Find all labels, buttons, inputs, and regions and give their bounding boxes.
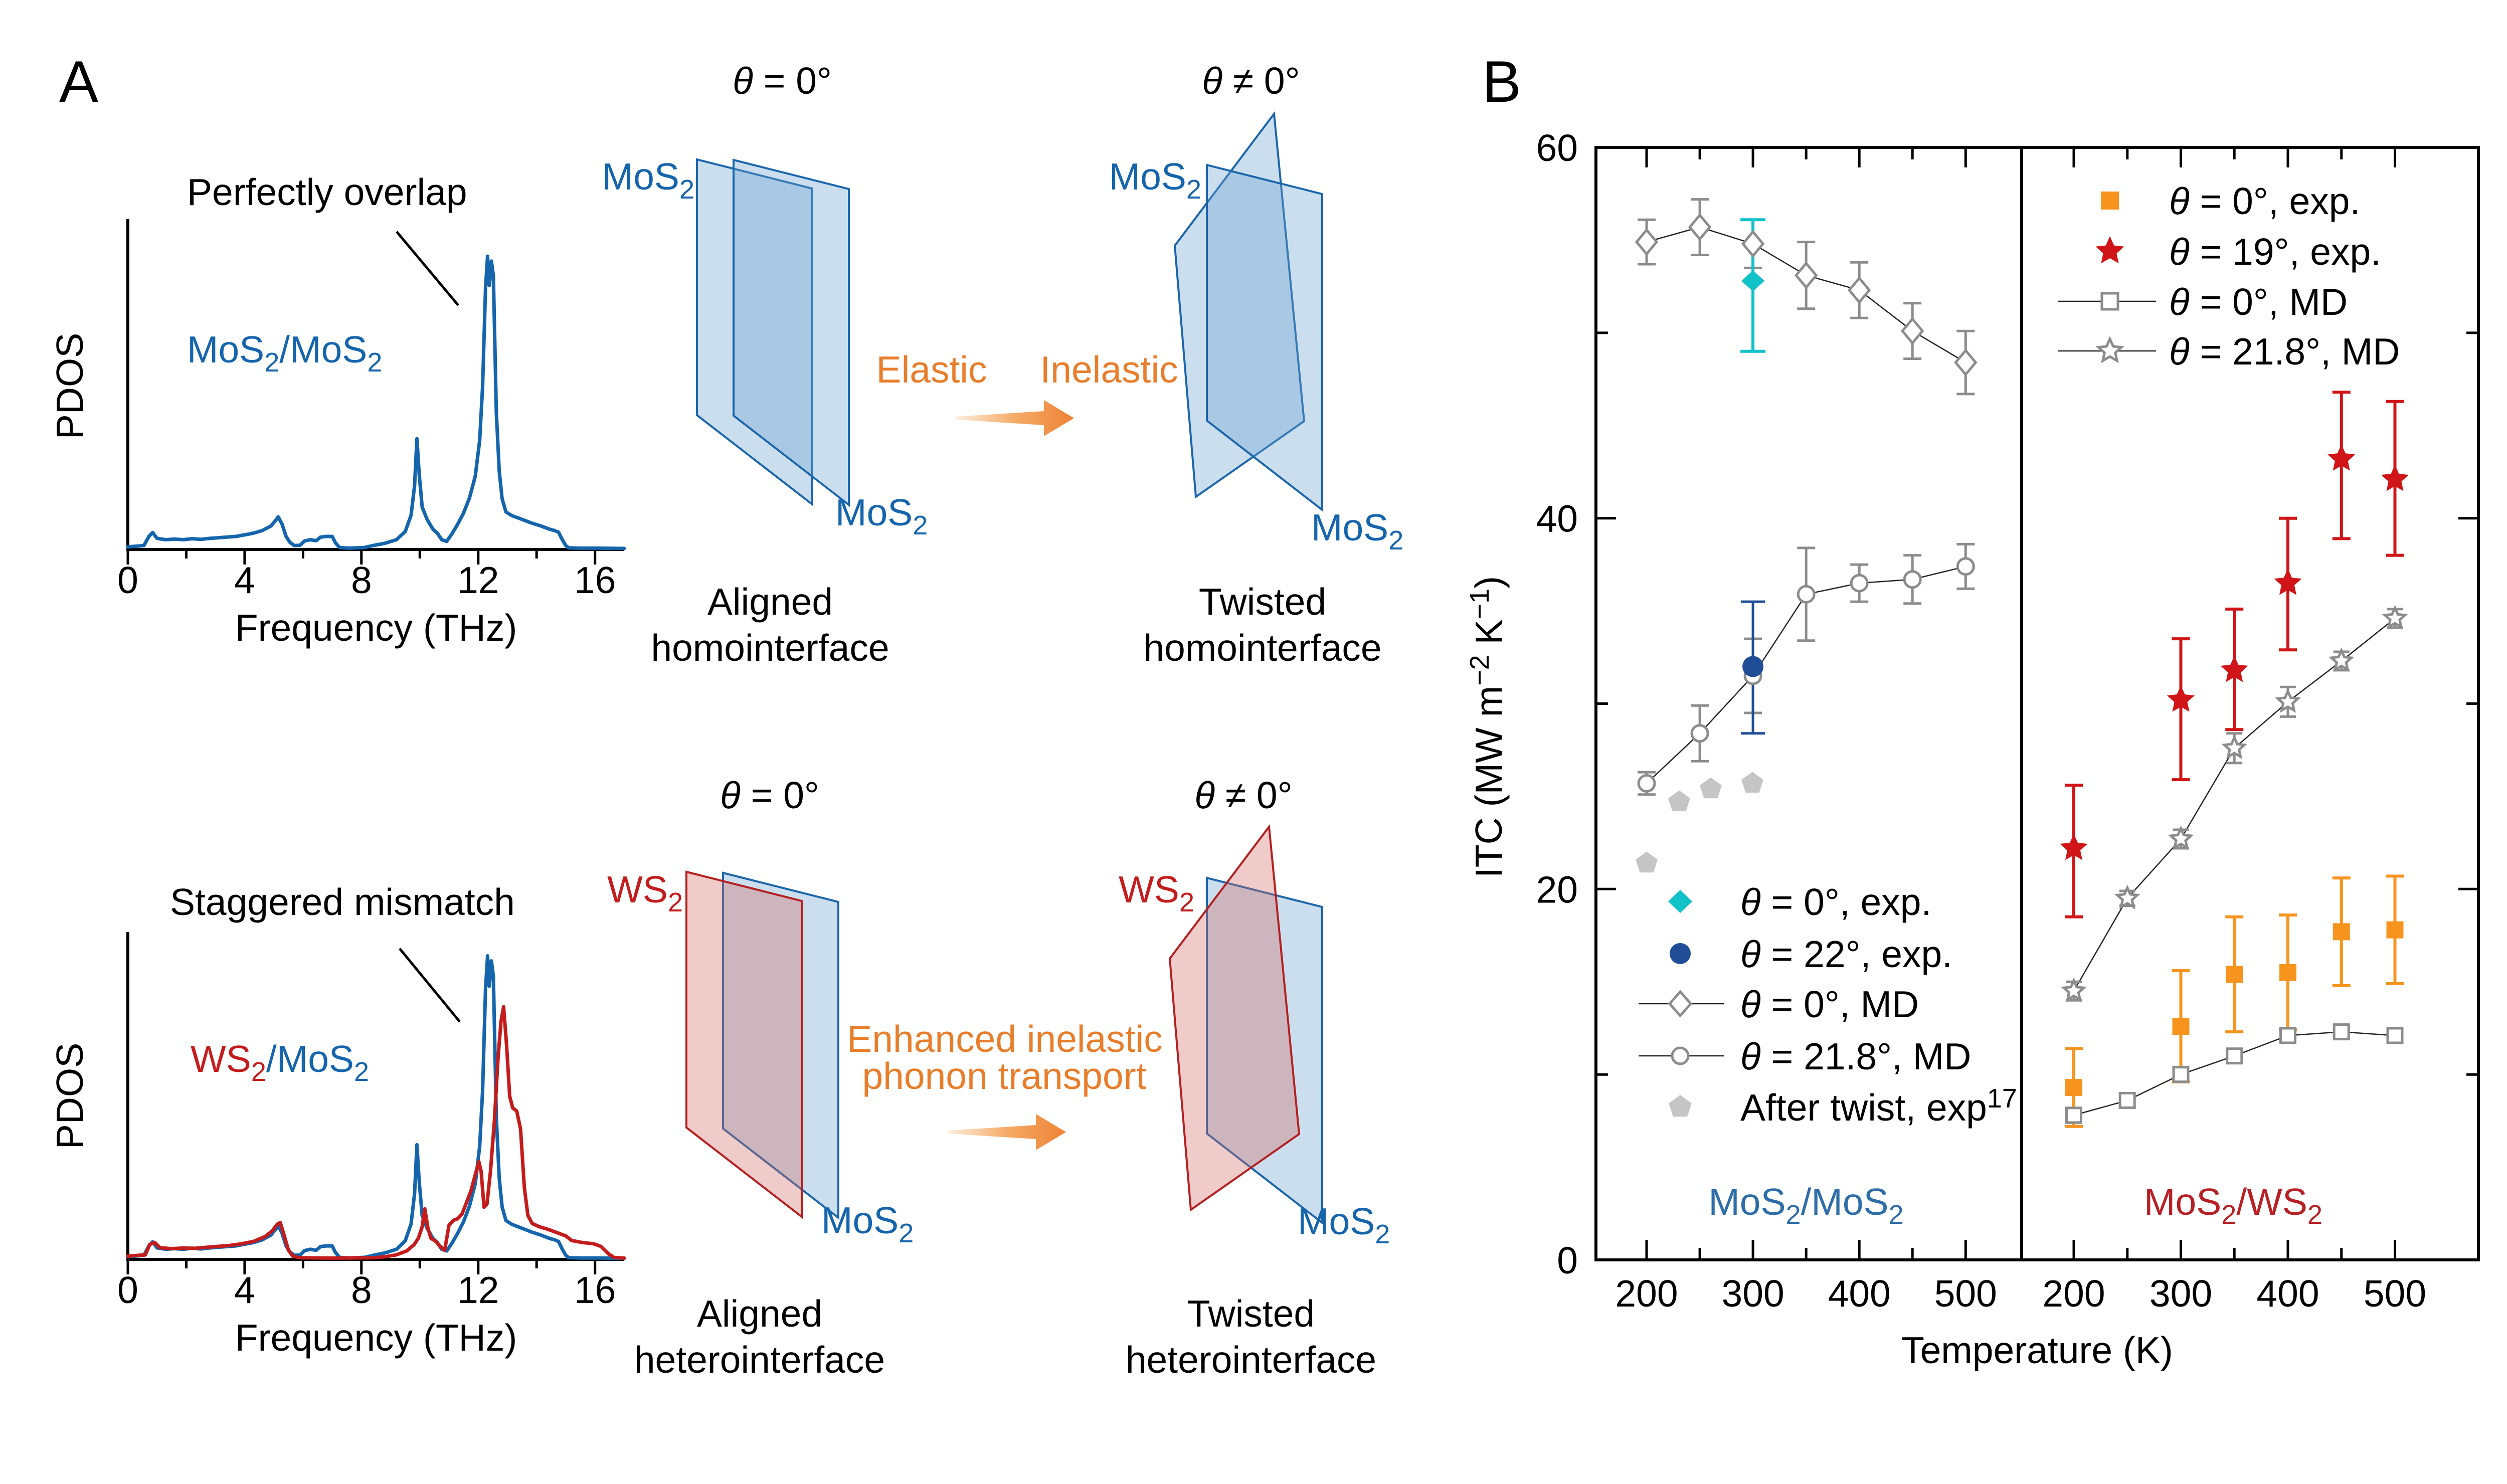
svg-text:200: 200 xyxy=(1615,1272,1678,1315)
svg-text:Aligned: Aligned xyxy=(697,1292,822,1335)
svg-text:Frequency (THz): Frequency (THz) xyxy=(235,607,517,649)
svg-text:8: 8 xyxy=(351,1269,372,1311)
svg-text:θ = 0°, exp.: θ = 0°, exp. xyxy=(1740,881,1931,923)
svg-text:Enhanced inelastic: Enhanced inelastic xyxy=(847,1018,1163,1060)
svg-text:θ = 0°, MD: θ = 0°, MD xyxy=(2169,281,2348,323)
svg-text:WS2​/MoS2​: WS2​/MoS2​ xyxy=(191,1038,369,1087)
svg-text:Twisted: Twisted xyxy=(1187,1292,1315,1335)
svg-text:12: 12 xyxy=(457,559,499,601)
svg-text:Inelastic: Inelastic xyxy=(1040,348,1178,391)
svg-text:4: 4 xyxy=(234,559,255,601)
svg-text:homointerface: homointerface xyxy=(651,627,889,669)
svg-text:θ = 21.8°, MD: θ = 21.8°, MD xyxy=(2169,330,2400,373)
svg-text:MoS2​/MoS2​: MoS2​/MoS2​ xyxy=(187,328,382,378)
svg-text:MoS2​: MoS2​ xyxy=(1298,1200,1390,1249)
svg-text:A: A xyxy=(59,49,98,114)
svg-text:Temperature (K): Temperature (K) xyxy=(1901,1329,2173,1371)
svg-text:8: 8 xyxy=(351,559,372,601)
svg-text:MoS2​: MoS2​ xyxy=(1311,506,1403,555)
svg-text:Perfectly overlap: Perfectly overlap xyxy=(187,171,467,213)
svg-text:θ = 22°, exp.: θ = 22°, exp. xyxy=(1740,933,1952,975)
svg-text:500: 500 xyxy=(2364,1272,2426,1315)
svg-text:60: 60 xyxy=(1536,127,1578,169)
svg-text:12: 12 xyxy=(457,1269,499,1311)
svg-text:16: 16 xyxy=(574,559,616,601)
svg-text:θ = 0°: θ = 0° xyxy=(733,60,832,102)
svg-text:20: 20 xyxy=(1536,868,1578,910)
svg-text:After twist, exp17​: After twist, exp17​ xyxy=(1740,1083,2017,1129)
svg-text:16: 16 xyxy=(574,1269,616,1311)
svg-text:WS2​: WS2​ xyxy=(1119,868,1194,917)
svg-text:MoS2​/WS2​: MoS2​/WS2​ xyxy=(2144,1181,2322,1230)
svg-text:300: 300 xyxy=(1722,1272,1784,1315)
svg-text:homointerface: homointerface xyxy=(1143,627,1381,669)
svg-text:heterointerface: heterointerface xyxy=(634,1339,885,1381)
svg-text:θ = 21.8°, MD: θ = 21.8°, MD xyxy=(1740,1035,1971,1077)
svg-text:0: 0 xyxy=(1557,1239,1578,1281)
svg-text:200: 200 xyxy=(2042,1272,2105,1315)
svg-text:B: B xyxy=(1482,49,1521,114)
svg-text:Staggered mismatch: Staggered mismatch xyxy=(170,881,515,923)
svg-text:PDOS: PDOS xyxy=(49,1043,91,1150)
svg-text:WS2​: WS2​ xyxy=(607,868,683,917)
svg-text:Aligned: Aligned xyxy=(707,581,833,623)
svg-text:Twisted: Twisted xyxy=(1199,581,1326,623)
svg-text:MoS2​: MoS2​ xyxy=(602,155,694,205)
svg-text:500: 500 xyxy=(1934,1272,1997,1315)
svg-text:ITC (MW m−2​ K−1​): ITC (MW m−2​ K−1​) xyxy=(1465,576,1510,878)
svg-text:0: 0 xyxy=(117,559,138,601)
svg-text:PDOS: PDOS xyxy=(49,333,91,440)
svg-text:heterointerface: heterointerface xyxy=(1126,1339,1376,1381)
svg-text:θ ≠ 0°: θ ≠ 0° xyxy=(1202,60,1300,102)
svg-text:phonon transport: phonon transport xyxy=(862,1055,1146,1097)
svg-text:MoS2​: MoS2​ xyxy=(821,1199,914,1248)
svg-text:300: 300 xyxy=(2150,1272,2212,1315)
svg-text:400: 400 xyxy=(2256,1272,2319,1315)
svg-text:Elastic: Elastic xyxy=(876,348,987,391)
svg-text:Frequency (THz): Frequency (THz) xyxy=(235,1317,517,1359)
svg-text:MoS2​: MoS2​ xyxy=(835,491,928,540)
svg-text:40: 40 xyxy=(1536,498,1578,540)
svg-text:θ = 19°, exp.: θ = 19°, exp. xyxy=(2169,231,2381,273)
svg-text:θ = 0°, exp.: θ = 0°, exp. xyxy=(2169,180,2360,222)
svg-text:4: 4 xyxy=(234,1269,255,1311)
svg-text:θ = 0°, MD: θ = 0°, MD xyxy=(1740,983,1919,1025)
svg-text:400: 400 xyxy=(1828,1272,1891,1315)
svg-text:θ ≠ 0°: θ ≠ 0° xyxy=(1194,774,1292,816)
svg-text:MoS2​: MoS2​ xyxy=(1109,155,1201,205)
svg-text:MoS2​/MoS2​: MoS2​/MoS2​ xyxy=(1708,1181,1903,1230)
svg-text:0: 0 xyxy=(117,1269,138,1311)
svg-text:θ = 0°: θ = 0° xyxy=(720,774,819,816)
